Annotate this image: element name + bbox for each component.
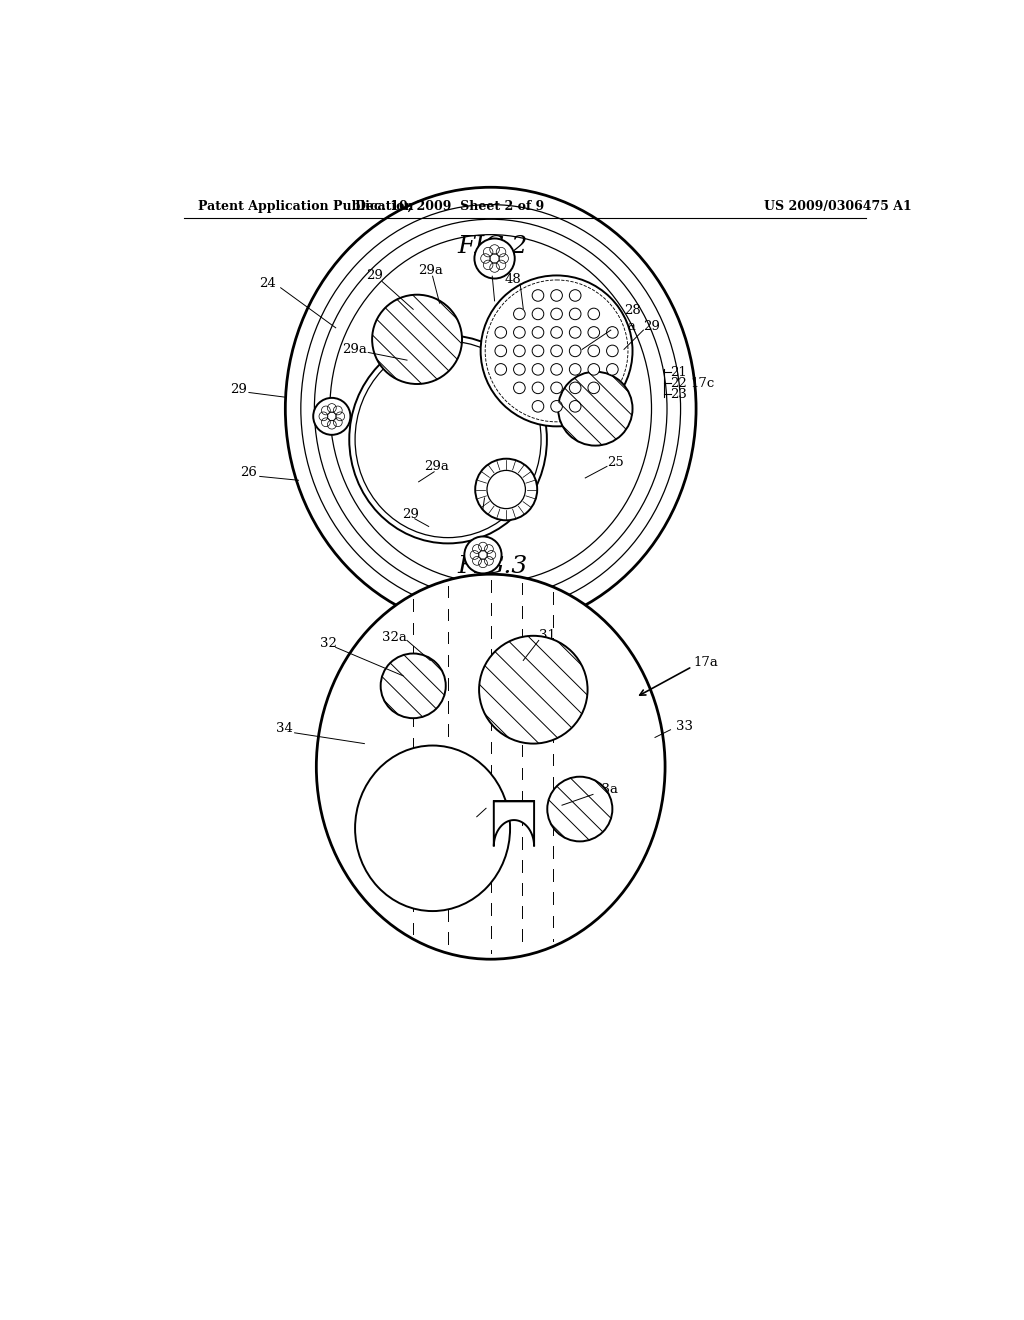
Text: 29: 29: [230, 383, 248, 396]
Circle shape: [464, 536, 502, 573]
Text: 32a: 32a: [382, 631, 408, 644]
Circle shape: [480, 276, 633, 426]
Text: FIG.3: FIG.3: [457, 554, 527, 578]
Circle shape: [558, 372, 633, 446]
Text: 17c: 17c: [690, 376, 715, 389]
Circle shape: [514, 308, 525, 319]
Circle shape: [532, 363, 544, 375]
Circle shape: [569, 400, 581, 412]
Text: 29: 29: [366, 269, 383, 282]
Circle shape: [588, 345, 600, 356]
Circle shape: [606, 326, 618, 338]
Text: 22: 22: [671, 376, 687, 389]
Polygon shape: [494, 801, 535, 846]
Circle shape: [569, 308, 581, 319]
Text: 29a: 29a: [424, 459, 449, 473]
Circle shape: [588, 326, 600, 338]
Circle shape: [514, 363, 525, 375]
Circle shape: [514, 381, 525, 393]
Ellipse shape: [349, 335, 547, 544]
Circle shape: [495, 345, 507, 356]
Text: 27: 27: [476, 487, 493, 500]
Text: 29a: 29a: [342, 343, 367, 356]
Text: US 2009/0306475 A1: US 2009/0306475 A1: [764, 199, 911, 213]
Circle shape: [475, 459, 538, 520]
Text: 29: 29: [643, 319, 660, 333]
Text: 34: 34: [276, 722, 293, 735]
Text: 23: 23: [671, 388, 687, 400]
Circle shape: [313, 397, 350, 434]
Circle shape: [551, 345, 562, 356]
Circle shape: [588, 363, 600, 375]
Circle shape: [532, 308, 544, 319]
Text: 26: 26: [240, 466, 257, 479]
Text: FIG.2: FIG.2: [457, 235, 527, 259]
Circle shape: [551, 400, 562, 412]
Text: 24: 24: [259, 277, 275, 290]
Circle shape: [569, 289, 581, 301]
Text: 33a: 33a: [593, 783, 618, 796]
Circle shape: [551, 326, 562, 338]
Circle shape: [606, 363, 618, 375]
Text: 17a: 17a: [693, 656, 719, 669]
Circle shape: [532, 400, 544, 412]
Circle shape: [495, 363, 507, 375]
Circle shape: [514, 345, 525, 356]
Text: 29: 29: [402, 508, 419, 521]
Circle shape: [551, 308, 562, 319]
Text: 29a: 29a: [418, 264, 442, 277]
Circle shape: [551, 381, 562, 393]
Text: Patent Application Publication: Patent Application Publication: [198, 199, 414, 213]
Circle shape: [532, 345, 544, 356]
Circle shape: [532, 289, 544, 301]
Circle shape: [551, 289, 562, 301]
Text: 49: 49: [482, 264, 499, 277]
Text: 35: 35: [477, 797, 495, 810]
Text: 29a: 29a: [611, 319, 636, 333]
Text: 25: 25: [607, 455, 624, 469]
Circle shape: [569, 345, 581, 356]
Ellipse shape: [355, 746, 510, 911]
Circle shape: [588, 308, 600, 319]
Circle shape: [487, 470, 525, 508]
Circle shape: [606, 345, 618, 356]
Circle shape: [381, 653, 445, 718]
Circle shape: [514, 326, 525, 338]
Circle shape: [569, 381, 581, 393]
Circle shape: [474, 239, 515, 279]
Text: 32: 32: [321, 638, 337, 649]
Text: 48: 48: [505, 273, 521, 286]
Circle shape: [588, 381, 600, 393]
Circle shape: [569, 326, 581, 338]
Circle shape: [372, 294, 462, 384]
Text: 31: 31: [539, 630, 556, 643]
Circle shape: [532, 381, 544, 393]
Circle shape: [569, 363, 581, 375]
Circle shape: [495, 326, 507, 338]
Text: Dec. 10, 2009  Sheet 2 of 9: Dec. 10, 2009 Sheet 2 of 9: [355, 199, 544, 213]
Circle shape: [532, 326, 544, 338]
Text: 33: 33: [676, 721, 693, 733]
Circle shape: [479, 636, 588, 743]
Circle shape: [551, 363, 562, 375]
Circle shape: [547, 776, 612, 841]
Text: 21: 21: [671, 366, 687, 379]
Ellipse shape: [316, 574, 665, 960]
Text: 28: 28: [624, 304, 641, 317]
